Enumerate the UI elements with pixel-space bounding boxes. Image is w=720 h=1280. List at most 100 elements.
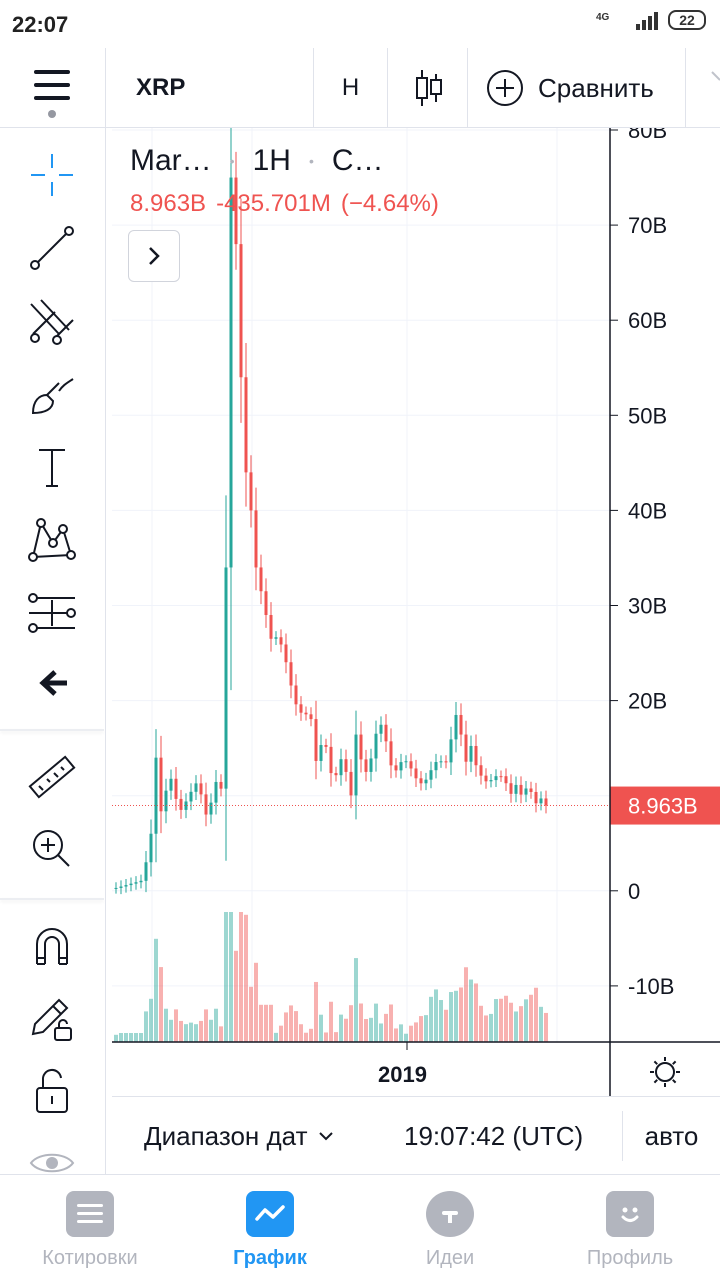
volume-bar [259, 1004, 263, 1042]
toolbar-more-button[interactable] [686, 48, 720, 128]
magnet-tool[interactable] [0, 912, 104, 982]
volume-bar [339, 1014, 343, 1042]
candle-body [224, 567, 228, 789]
text-tool[interactable] [0, 432, 104, 502]
candle-body [329, 746, 333, 774]
candle-body [214, 781, 218, 803]
candle-body [234, 177, 238, 245]
volume-bar [344, 1018, 348, 1042]
candle-body [419, 778, 423, 784]
nav-ideas[interactable]: Идеи [360, 1175, 540, 1280]
eye-icon [29, 1153, 75, 1173]
top-toolbar: XRP H Сравнить [0, 48, 720, 128]
utc-time[interactable]: 19:07:42 (UTC) [404, 1121, 584, 1151]
candle-body [284, 644, 288, 663]
legend-expand-button[interactable] [128, 230, 180, 282]
chart-area[interactable]: 80B70B60B50B40B30B20B10B0-10B8.963B2019 … [112, 128, 720, 1096]
volume-bar [449, 992, 453, 1042]
price-axis-label: 60B [628, 308, 667, 333]
compare-button[interactable]: Сравнить [468, 48, 686, 128]
candle-body [509, 783, 513, 794]
brush-tool[interactable] [0, 359, 104, 429]
ruler-tool[interactable] [0, 742, 104, 812]
candle-body [249, 472, 253, 511]
nav-profile-label: Профиль [586, 1247, 674, 1269]
price-axis-label: 30B [628, 593, 667, 618]
candle-body [169, 778, 173, 791]
nav-quotes[interactable]: Котировки [0, 1175, 180, 1280]
volume-bar [414, 1022, 418, 1042]
range-bar: Диапазон дат 19:07:42 (UTC) авто [112, 1096, 720, 1174]
candle-body [179, 798, 183, 810]
candle-body [459, 714, 463, 735]
candle-body [314, 719, 318, 761]
back-tool[interactable] [0, 648, 104, 718]
volume-bar [434, 989, 438, 1042]
chart-legend[interactable]: Mar… • 1H • C… 8.963B -435.701M (−4.64%) [130, 144, 439, 218]
lock-tool[interactable] [0, 1056, 104, 1126]
volume-bar [504, 995, 508, 1042]
candle-body [499, 776, 503, 778]
volume-bar [244, 914, 248, 1042]
candle-body [349, 771, 353, 796]
candle-body [359, 734, 363, 760]
candle-body [389, 741, 393, 766]
arrow-left-icon [39, 670, 67, 696]
signal-icon [636, 10, 658, 30]
candle-body [469, 745, 473, 762]
candle-body [269, 615, 273, 639]
volume-bar [429, 996, 433, 1042]
drawing-toolbar [0, 128, 106, 1174]
prediction-tool[interactable] [0, 578, 104, 648]
date-range-label: Диапазон дат [144, 1121, 308, 1151]
price-axis-label: 20B [628, 689, 667, 714]
nav-chart-label: График [233, 1247, 307, 1269]
price-axis-label: 0 [628, 879, 640, 904]
price-axis-label: 50B [628, 403, 667, 428]
candle-body [124, 885, 128, 887]
candle-body [539, 798, 543, 804]
pitchfork-tool[interactable] [0, 286, 104, 356]
list-icon [66, 1191, 114, 1237]
candle-body [424, 779, 428, 784]
crosshair-tool[interactable] [0, 140, 104, 210]
volume-bar [469, 979, 473, 1042]
menu-button[interactable] [0, 48, 106, 128]
volume-bar [509, 1002, 513, 1042]
lock-drawings-tool[interactable] [0, 984, 104, 1054]
trend-line-icon [30, 226, 74, 270]
volume-bar [199, 1020, 203, 1042]
auto-scale-button[interactable]: авто [622, 1111, 720, 1161]
candle-body [154, 757, 158, 834]
candle-body [229, 177, 233, 568]
toolbar-divider [0, 898, 104, 900]
candle-body [164, 790, 168, 812]
chevron-right-icon [711, 71, 720, 81]
status-icons: 4G 22 [596, 10, 706, 30]
candle-body [479, 765, 483, 776]
pattern-tool[interactable] [0, 505, 104, 575]
candle-body [519, 784, 523, 795]
candle-body [119, 886, 123, 888]
nav-profile[interactable]: Профиль [540, 1175, 720, 1280]
volume-bar [279, 1025, 283, 1042]
volume-bar [179, 1020, 183, 1042]
candle-body [454, 714, 458, 740]
candle-body [534, 791, 538, 804]
candle-body [304, 712, 308, 715]
candle-body [429, 770, 433, 780]
legend-interval: 1H [252, 144, 291, 177]
candle-body [159, 757, 163, 812]
volume-bar [239, 912, 243, 1042]
visibility-tool[interactable] [0, 1128, 104, 1174]
date-range-button[interactable]: Диапазон дат [144, 1097, 335, 1175]
chart-settings-icon[interactable] [650, 1057, 680, 1087]
candle-body [354, 734, 358, 796]
nav-chart[interactable]: График [180, 1175, 360, 1280]
trend-line-tool[interactable] [0, 213, 104, 283]
chart-type-button[interactable] [388, 48, 468, 128]
zoom-tool[interactable] [0, 814, 104, 884]
symbol-button[interactable]: XRP [112, 48, 314, 128]
interval-button[interactable]: H [314, 48, 388, 128]
